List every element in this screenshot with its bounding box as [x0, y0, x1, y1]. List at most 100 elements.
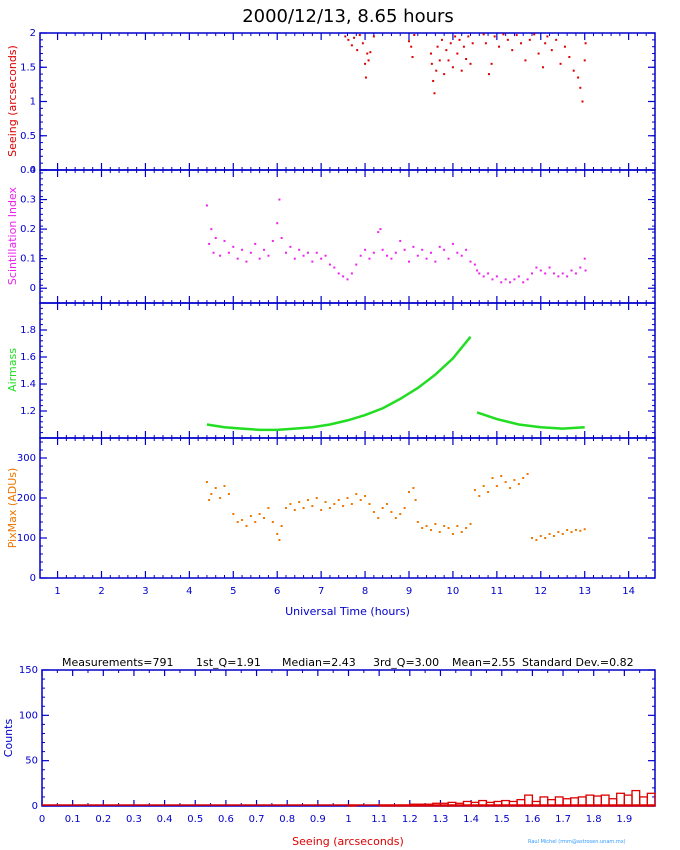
y-tick-label: 1	[30, 97, 36, 108]
x-tick-label: 9	[406, 586, 412, 597]
y-tick-label: 300	[17, 453, 36, 464]
panel-airmass: 1.2 1.4 1.6 1.8 Airmass	[6, 302, 656, 439]
pixmax-data-point	[377, 517, 380, 519]
scintillation-data-point	[482, 275, 485, 278]
scintillation-data-point	[241, 248, 244, 251]
scintillation-data-point	[557, 275, 560, 278]
seeing-data-point	[462, 45, 465, 48]
stat-standard-deviation: Standard Dev.=0.82	[522, 656, 634, 669]
scintillation-data-point	[531, 272, 533, 275]
seeing-data-point	[583, 59, 586, 62]
seeing-data-point	[493, 35, 496, 38]
x-tick-label: 1.9	[616, 814, 632, 825]
pixmax-data-point	[447, 527, 450, 529]
pixmax-data-point	[460, 531, 463, 533]
x-tick-label: 7	[318, 586, 324, 597]
scintillation-data-point	[276, 222, 279, 225]
histogram-bar	[378, 804, 388, 807]
x-tick-label: 1.4	[463, 814, 479, 825]
pixmax-data-point	[403, 507, 406, 509]
x-tick-label: 0.9	[310, 814, 326, 825]
seeing-data-point	[581, 100, 584, 103]
scintillation-data-point	[368, 257, 371, 260]
seeing-data-point	[438, 59, 441, 62]
scintillation-data-point	[548, 266, 551, 269]
x-tick-label: 2	[98, 586, 104, 597]
pixmax-data-point	[517, 483, 520, 485]
seeing-data-point	[511, 49, 514, 52]
pixmax-data-point	[372, 511, 375, 513]
seeing-data-point	[372, 35, 375, 38]
pixmax-data-point	[531, 537, 533, 539]
scintillation-data-point	[522, 281, 525, 284]
scintillation-data-point	[476, 269, 479, 272]
scintillation-data-point	[205, 204, 208, 207]
y-tick-label: 100	[17, 533, 36, 544]
scintillation-data-point	[227, 251, 230, 254]
pixmax-data-point	[278, 539, 281, 541]
pixmax-data-point	[539, 535, 542, 537]
y-tick-label: 0	[30, 573, 36, 584]
seeing-data-point	[364, 62, 367, 65]
pixmax-data-point	[245, 525, 248, 527]
seeing-data-point	[436, 45, 439, 48]
pixmax-data-point	[263, 517, 266, 519]
y-tick-label: 0	[30, 165, 36, 176]
stat-median: Median=2.43	[282, 656, 356, 669]
scintillation-data-point	[379, 228, 382, 231]
seeing-data-point	[433, 92, 436, 95]
pixmax-data-point	[306, 499, 309, 501]
pixmax-data-point	[513, 479, 516, 481]
seeing-data-point	[482, 33, 485, 36]
seeing-data-point	[568, 55, 571, 58]
x-tick-label: 0.2	[95, 814, 111, 825]
page-title: 2000/12/13, 8.65 hours	[242, 6, 454, 27]
panel-frame	[39, 32, 656, 171]
stat-measurements: Measurements=791	[62, 656, 173, 669]
scintillation-data-point	[320, 257, 323, 260]
seeing-data-point	[579, 86, 582, 89]
scintillation-data-point	[328, 263, 331, 266]
scintillation-data-point	[306, 251, 309, 254]
scintillation-data-point	[566, 275, 569, 278]
scintillation-data-point	[465, 248, 468, 251]
scintillation-data-point	[500, 281, 503, 284]
scintillation-data-point	[324, 254, 327, 257]
pixmax-data-point	[438, 531, 441, 533]
pixmax-data-point	[342, 505, 345, 507]
scintillation-data-point	[579, 266, 582, 269]
pixmax-data-point	[421, 527, 424, 529]
pixmax-data-point	[227, 493, 230, 495]
seeing-data-point	[410, 45, 413, 48]
seeing-data-point	[469, 62, 472, 65]
pixmax-data-point	[394, 517, 397, 519]
pixmax-data-point	[350, 503, 353, 505]
y-tick-label: 0.4	[20, 165, 36, 176]
seeing-data-point	[356, 49, 359, 52]
scintillation-data-point	[478, 272, 481, 275]
pixmax-data-point	[258, 513, 261, 515]
pixmax-data-point	[386, 503, 389, 505]
seeing-data-point	[364, 76, 367, 79]
scintillation-data-point	[412, 245, 415, 248]
scintillation-data-point	[408, 260, 410, 263]
scintillation-data-point	[386, 254, 389, 257]
seeing-data-point	[465, 58, 468, 61]
pixmax-data-point	[381, 507, 384, 509]
seeing-data-point	[435, 69, 438, 72]
seeing-data-point	[460, 69, 463, 72]
panel-histogram: 0 50 100 150 0 0.1 0.2 0.3 0.4 0.5 0.6 0.7 0.8 0.9 1 1.…	[2, 665, 656, 848]
scintillation-data-point	[258, 257, 261, 260]
panel-frame	[39, 302, 656, 439]
seeing-data-point	[366, 52, 369, 55]
pixmax-data-point	[285, 507, 287, 509]
pixmax-data-point	[205, 481, 208, 483]
airmass-series-line	[206, 336, 472, 432]
y-tick-label: 0	[30, 283, 36, 294]
scintillation-data-point	[429, 251, 432, 254]
histogram-stats-header: Measurements=791 1st_Q=1.91 Median=2.43 …	[62, 656, 634, 669]
x-tick-label: 13	[578, 586, 591, 597]
pixmax-data-point	[456, 525, 459, 527]
